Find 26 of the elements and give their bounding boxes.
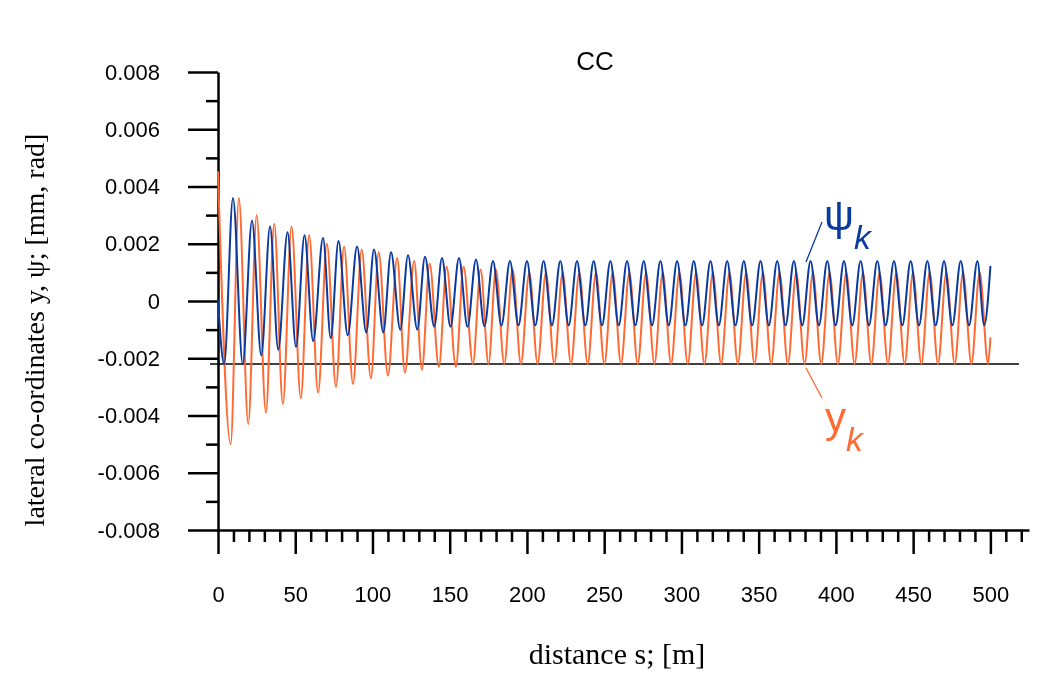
y-tick-label: 0 [147, 288, 160, 314]
y-tick-label: -0.006 [97, 460, 160, 486]
x-tick-label: 150 [431, 581, 469, 607]
x-tick-label: 250 [586, 581, 624, 607]
x-tick-label: 500 [972, 581, 1010, 607]
x-tick-label: 300 [663, 581, 701, 607]
x-tick-label: 0 [212, 581, 225, 607]
line-series [217, 196, 992, 365]
y-tick-label: 0.008 [104, 59, 160, 85]
y-tick-label: 0.006 [104, 116, 160, 142]
chart-title: CC [576, 46, 614, 76]
x-tick-label: 50 [283, 581, 308, 607]
x-axis-title: distance s; [m] [528, 637, 706, 670]
x-tick-label: 100 [354, 581, 392, 607]
y-tick-label: 0.004 [104, 174, 160, 200]
x-tick-label: 200 [509, 581, 546, 607]
x-tick-label: 350 [740, 581, 778, 607]
y-axis-title: lateral co-ordinates y, ψ; [mm, rad] [19, 133, 50, 527]
series-label: y$_{k}$ [825, 394, 865, 458]
y-tick-label: -0.004 [97, 403, 160, 429]
y-tick-label: -0.008 [97, 517, 160, 543]
legend-label: ψ$_{k}$ [824, 192, 873, 256]
y-tick-label: -0.002 [97, 345, 160, 371]
y-tick-label: 0.002 [104, 231, 160, 257]
x-tick-label: 400 [818, 581, 855, 607]
x-tick-label: 450 [895, 581, 932, 607]
